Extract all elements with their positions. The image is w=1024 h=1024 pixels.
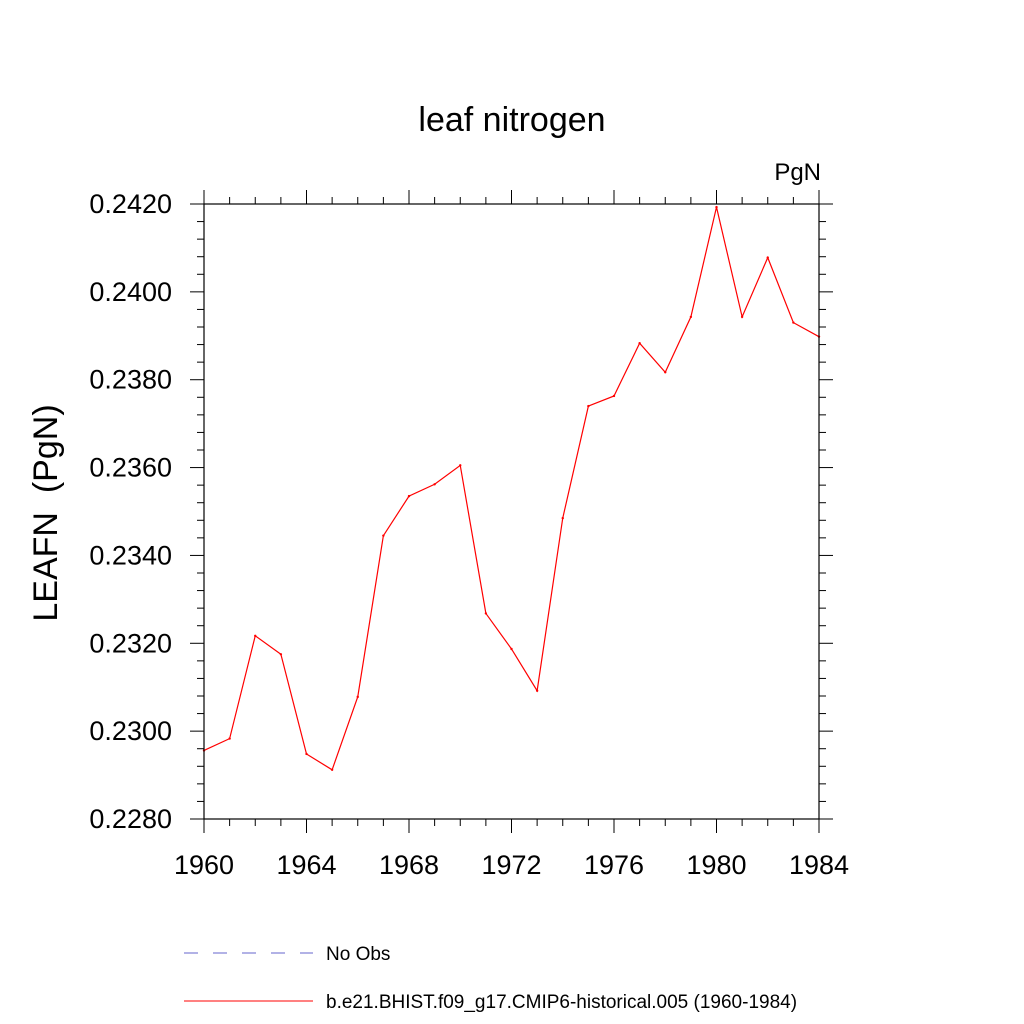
data-point (382, 534, 385, 537)
data-point (484, 612, 488, 615)
data-point (330, 768, 334, 771)
data-point (561, 516, 564, 520)
data-point (510, 647, 513, 651)
x-tick-label: 1980 (686, 850, 746, 880)
data-point (433, 483, 436, 486)
x-tick-label: 1960 (174, 850, 234, 880)
axis-ticks (190, 190, 833, 833)
data-point (766, 256, 769, 259)
y-tick-label: 0.2340 (89, 540, 172, 570)
x-tick-label: 1964 (276, 850, 336, 880)
data-point (279, 653, 283, 656)
data-point (407, 494, 411, 498)
data-point (740, 315, 744, 319)
y-tick-label: 0.2400 (89, 277, 172, 307)
x-tick-label: 1976 (584, 850, 644, 880)
data-point (792, 321, 795, 324)
y-tick-label: 0.2280 (89, 804, 172, 834)
data-point (638, 342, 641, 345)
data-point (715, 205, 718, 209)
y-tick-label: 0.2320 (89, 628, 172, 658)
data-point (459, 464, 462, 467)
data-point (356, 695, 359, 699)
units-label: PgN (774, 159, 821, 186)
series-layer (202, 205, 821, 771)
y-tick-label: 0.2360 (89, 453, 172, 483)
data-point (664, 371, 667, 374)
y-tick-label: 0.2380 (89, 365, 172, 395)
data-point (612, 394, 616, 398)
plot-frame (203, 203, 820, 820)
y-tick-label: 0.2300 (89, 716, 172, 746)
chart-title: leaf nitrogen (418, 101, 605, 139)
data-point (305, 752, 308, 756)
y-tick-label: 0.2420 (89, 189, 172, 219)
data-point (254, 634, 257, 638)
x-tick-label: 1968 (379, 850, 439, 880)
data-point (587, 404, 590, 408)
legend: No Obs b.e21.BHIST.f09_g17.CMIP6-historic… (184, 944, 797, 1013)
series-line (203, 206, 820, 771)
data-point (228, 737, 231, 740)
x-tick-label: 1972 (481, 850, 541, 880)
y-axis-label: LEAFN (PgN) (27, 404, 65, 621)
axis-tick-labels: 1960 1964 1968 1972 1976 1980 1984 0.2280 0.2300… (89, 189, 849, 880)
legend-label: No Obs (326, 944, 390, 965)
legend-label: b.e21.BHIST.f09_g17.CMIP6-historical.005… (326, 992, 797, 1013)
data-point (535, 689, 539, 692)
x-tick-label: 1984 (789, 850, 849, 880)
data-point (689, 315, 693, 319)
